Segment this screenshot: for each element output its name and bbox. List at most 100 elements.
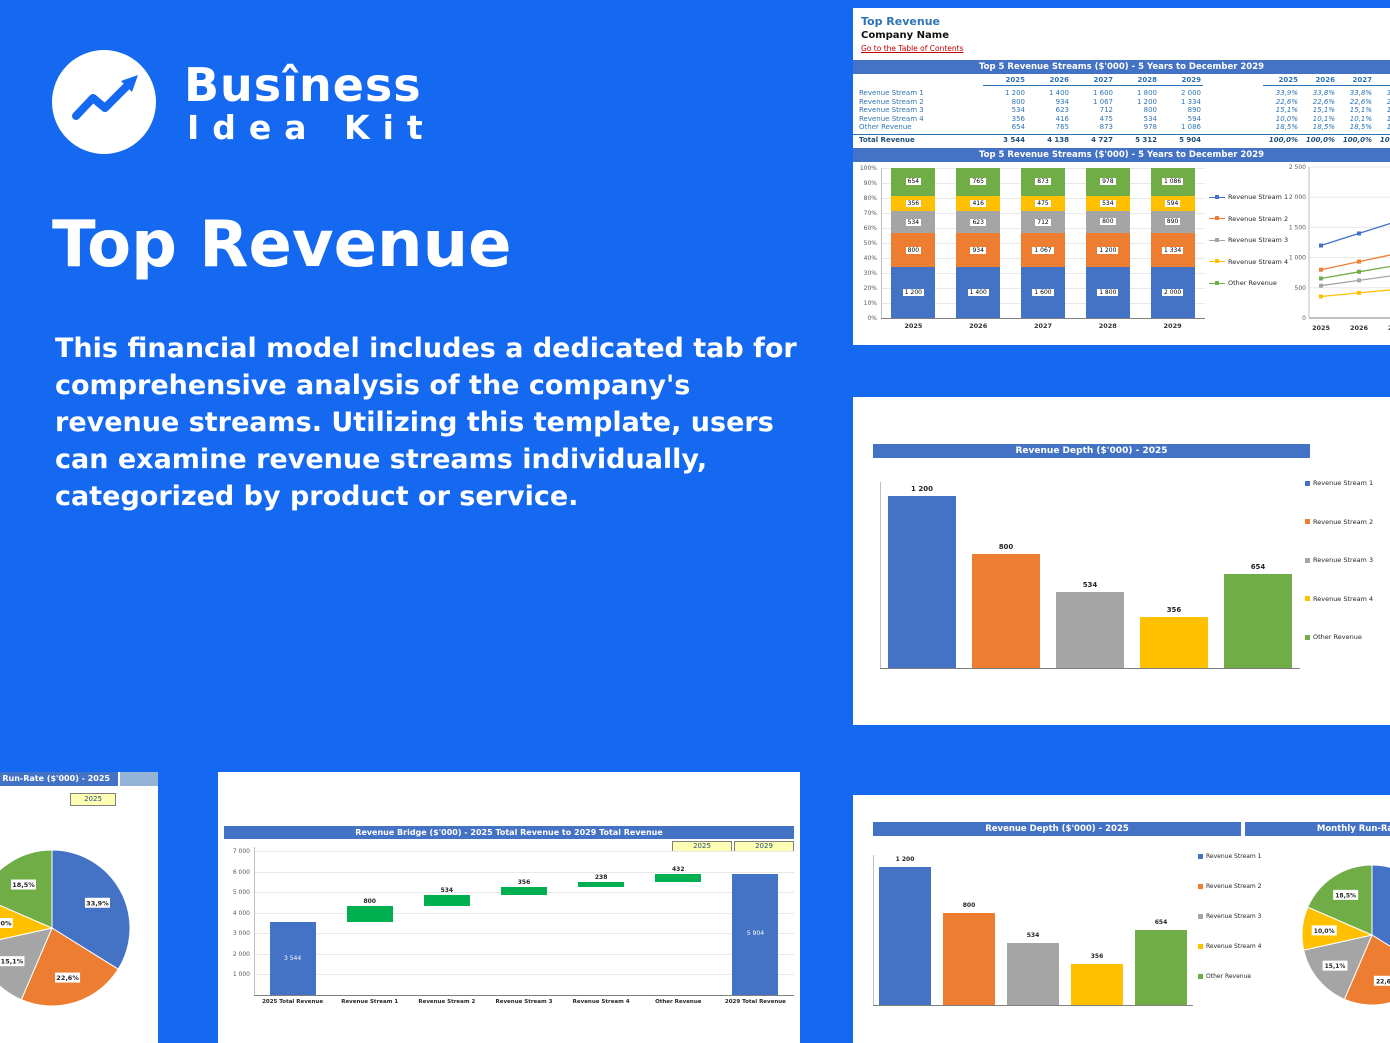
segment-label: 356 — [905, 199, 922, 207]
value-cell: 1 600 — [1092, 89, 1113, 97]
pie-label-bg — [1311, 925, 1337, 936]
pct-cell: 15,1% — [1312, 106, 1335, 115]
value-cell: 1 334 — [1180, 97, 1201, 106]
line-marker — [1357, 290, 1361, 295]
legend-item: Revenue Stream 3 — [1198, 912, 1261, 920]
pct-cell: 100,0% — [1379, 136, 1390, 144]
value-cell: 3 544 — [1003, 136, 1025, 144]
row-label: Other Revenue — [859, 123, 912, 132]
table-total-row: Total Revenue 3 544 4 138 4 727 5 312 5 904 10… — [853, 134, 1390, 146]
value-cell: 1 400 — [1048, 89, 1069, 97]
legend-marker — [1209, 280, 1225, 285]
pie-slice — [1343, 934, 1390, 1006]
legend-marker — [1198, 943, 1203, 949]
year-header: 2029 — [1159, 76, 1203, 86]
pie-slice — [51, 849, 131, 970]
segment-label: 873 — [1035, 178, 1051, 186]
table-row: Revenue Stream 1 1 200 1 400 1 600 1 800 2 00… — [853, 89, 1390, 98]
run-rate-pie-chart: 33,9%22,6%15,1%10,0%18,5% — [1301, 864, 1390, 1006]
legend-item: Other Revenue — [1305, 633, 1362, 641]
gridline — [254, 953, 794, 955]
pie-label-bg — [10, 879, 36, 890]
row-label: Revenue Stream 2 — [859, 97, 924, 106]
segment-label: 2 000 — [1162, 289, 1184, 297]
bar-label: 238 — [594, 874, 608, 882]
value-cell: 2 000 — [1180, 89, 1201, 97]
pie-label: 22,6% — [56, 974, 79, 982]
revenue-depth-chart: 1 200 800 534 356 654 — [853, 795, 1390, 1043]
value-cell: 534 — [1143, 114, 1157, 123]
legend-label: Revenue Stream 3 — [1313, 556, 1374, 564]
line-series — [1320, 222, 1390, 247]
y-axis-tick: 500 — [1295, 285, 1307, 292]
bar-label: 534 — [440, 886, 454, 894]
y-axis-tick: 50% — [863, 239, 877, 247]
description-line: This financial model includes a dedicate… — [55, 333, 797, 364]
pie-label: 15,1% — [1325, 963, 1346, 970]
year-header: 2026 — [1027, 76, 1071, 86]
bar-label: 5 904 — [746, 930, 765, 938]
value-cell: 623 — [1055, 106, 1069, 115]
pct-cell: 22,6% — [1275, 97, 1298, 106]
x-axis-label: 2026 — [969, 322, 988, 330]
bar — [423, 894, 470, 906]
sheet-title: Top Revenue — [861, 15, 940, 28]
line-marker — [1357, 278, 1361, 283]
bar — [1140, 617, 1208, 668]
year-header: 2025 — [983, 76, 1027, 86]
pie-label-bg — [55, 972, 81, 983]
bar — [655, 873, 702, 883]
x-axis-label: 2029 Total Revenue — [724, 999, 786, 1005]
pct-cell: 18,5% — [1312, 123, 1335, 132]
pie-label-bg — [0, 956, 25, 967]
trend-arrow-icon — [72, 75, 138, 120]
spreadsheet-panel: Top Revenue Company Name Go to the Table… — [853, 8, 1390, 345]
pie-label: 15,1% — [1, 958, 24, 966]
year-input-cell[interactable]: 2025 — [70, 793, 116, 806]
pct-cell: 100,0% — [1268, 136, 1298, 144]
segment-label: 1 067 — [1032, 246, 1054, 254]
segment-label: 1 334 — [1162, 246, 1184, 254]
value-cell: 1 800 — [1136, 89, 1157, 97]
gridline — [254, 933, 794, 935]
value-cell: 1 067 — [1092, 97, 1113, 106]
year-header: 2027 — [1337, 76, 1374, 86]
x-axis-label: 2025 — [1312, 324, 1331, 332]
legend-marker — [1305, 557, 1310, 563]
legend-marker — [1209, 194, 1225, 199]
x-axis — [873, 1005, 1193, 1006]
pie-label: 10,0% — [0, 920, 12, 928]
value-cell: 1 200 — [1136, 97, 1157, 106]
legend-marker — [1209, 237, 1225, 242]
chart-header-bar: Monthly Run-Rate ($'000) - 2025 — [0, 772, 118, 786]
description-line: comprehensive analysis of the company's — [55, 370, 691, 401]
segment-label: 1 086 — [1162, 178, 1184, 186]
bar-label: 800 — [998, 542, 1014, 551]
y-axis — [880, 482, 881, 668]
pie-label-bg — [84, 897, 110, 908]
x-axis-label: Revenue Stream 3 — [495, 999, 553, 1005]
segment-label: 1 200 — [902, 289, 924, 297]
value-cell: 800 — [1011, 97, 1025, 106]
row-label: Revenue Stream 4 — [859, 114, 924, 123]
pct-cell: 10,1% — [1312, 114, 1335, 123]
bar — [501, 887, 547, 895]
pie-label-bg — [1322, 960, 1348, 971]
description-line: can examine revenue streams individually… — [55, 444, 708, 475]
y-axis-tick: 2 000 — [1289, 194, 1306, 201]
bar — [888, 496, 956, 668]
bar-label: 534 — [1026, 932, 1040, 940]
legend-label: Other Revenue — [1228, 279, 1277, 287]
bar-label: 3 544 — [283, 954, 302, 962]
legend-item: Other Revenue — [1209, 279, 1277, 287]
pie-label-bg — [0, 918, 13, 929]
chart-header-bar: Monthly Run-Rate ($'000) - 2025 — [1245, 822, 1390, 836]
toc-link[interactable]: Go to the Table of Contents — [861, 44, 964, 53]
description-line: categorized by product or service. — [55, 481, 579, 512]
value-cell: 4 727 — [1091, 136, 1113, 144]
segment-label: 534 — [1100, 199, 1116, 207]
pie-slice — [0, 927, 53, 1001]
legend-item: Revenue Stream 2 — [1209, 215, 1288, 223]
pie-label-bg — [1373, 975, 1390, 986]
depth-runrate-panel: Revenue Depth ($'000) - 2025 Monthly Run… — [853, 795, 1390, 1043]
